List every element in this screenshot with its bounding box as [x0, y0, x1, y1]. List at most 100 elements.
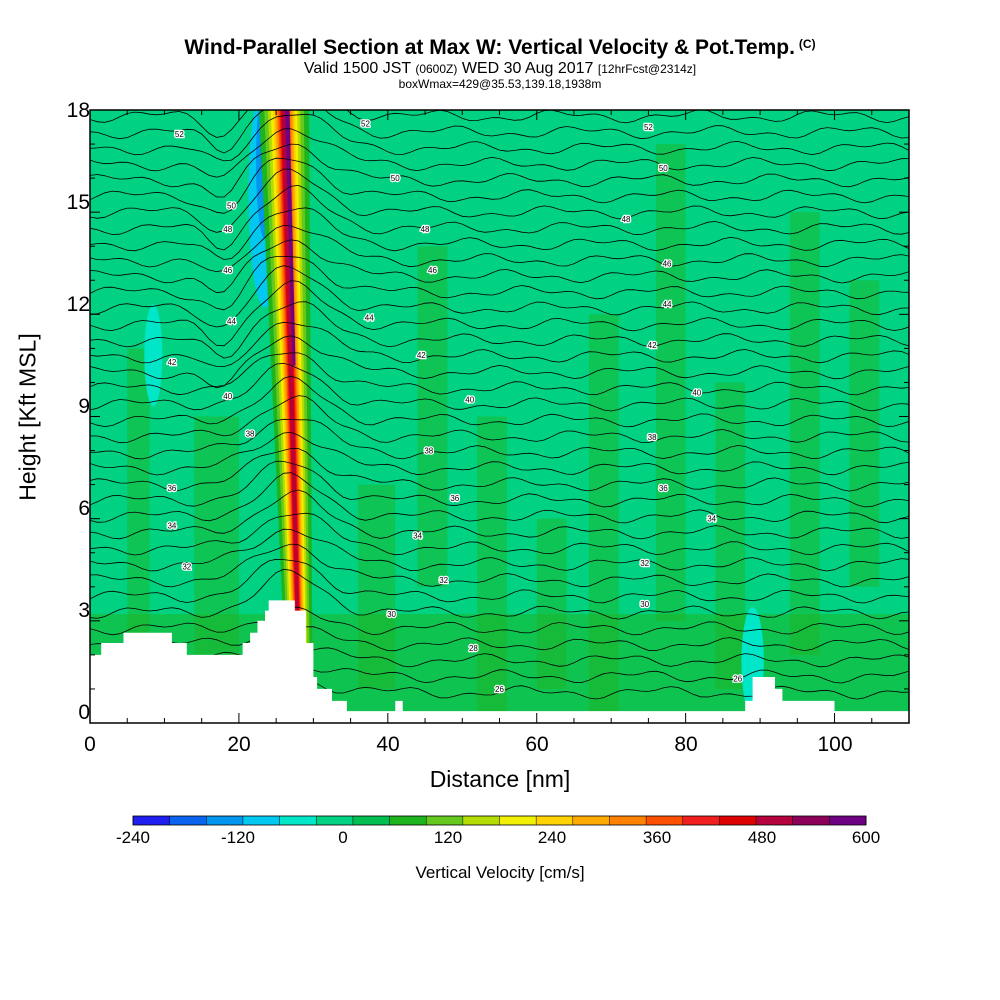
isentrope-label: 36 [450, 494, 459, 503]
isentrope-label: 34 [707, 515, 716, 524]
isentrope-line [90, 207, 909, 260]
isentrope-label: 50 [659, 164, 668, 173]
isentrope-label: 26 [495, 685, 504, 694]
colorbar-tick: 480 [747, 828, 777, 847]
isentrope-label: 30 [640, 600, 649, 609]
isentrope-line [90, 472, 909, 524]
isentrope-label: 46 [223, 266, 232, 275]
isentrope-label: 50 [227, 201, 236, 210]
y-tick-12: 12 [66, 293, 90, 316]
colorbar-tick: -120 [220, 828, 256, 847]
weak-ascent-band [849, 280, 880, 587]
velocity-field [90, 110, 909, 723]
isentrope-label: 34 [167, 521, 176, 530]
isentrope-line [90, 110, 909, 138]
isentrope-label: 42 [648, 341, 657, 350]
isentrope-line [90, 395, 909, 444]
valid-utc: (0600Z) [415, 62, 458, 76]
isentrope-label: 28 [469, 644, 478, 653]
isentropes [90, 110, 909, 700]
weak-ascent-band [789, 212, 820, 655]
valid-prefix: Valid 1500 JST [303, 60, 411, 77]
colorbar-swatch [609, 816, 647, 825]
colorbar-tick: 120 [433, 828, 463, 847]
isentrope-label: 38 [246, 430, 255, 439]
isentrope-line [90, 113, 909, 162]
isentrope-label: 26 [733, 675, 742, 684]
isentrope-line [90, 335, 909, 389]
y-tick-0: 0 [78, 701, 90, 724]
isentrope-label: 48 [223, 225, 232, 234]
updraft-peak [285, 110, 296, 366]
isentrope-line [90, 301, 909, 359]
terrain [90, 600, 909, 723]
isentrope-label: 40 [223, 392, 232, 401]
colorbar-tick: 0 [338, 828, 348, 847]
x-tick-0: 0 [84, 733, 96, 756]
isentrope-line [90, 239, 909, 294]
colorbar-swatch [426, 816, 464, 825]
isentrope-line [90, 543, 909, 588]
y-tick-3: 3 [78, 599, 90, 622]
terrain-profile [90, 600, 909, 723]
isentrope-line [90, 448, 909, 492]
chart-title-text: Wind-Parallel Section at Max W: Vertical… [184, 36, 795, 59]
isentrope-label: 34 [413, 532, 422, 541]
updraft-band-10 [281, 110, 300, 652]
y-tick-15: 15 [66, 191, 90, 214]
colorbar-tick: -240 [115, 828, 151, 847]
isentrope-label: 30 [387, 610, 396, 619]
isentrope-label: 40 [465, 395, 474, 404]
isentrope-label: 42 [417, 351, 426, 360]
isentrope-label: 38 [648, 433, 657, 442]
isentrope-label: 44 [365, 314, 374, 323]
isentrope-label: 36 [659, 484, 668, 493]
copyright-mark: (C) [798, 37, 816, 51]
valid-time-line: Valid 1500 JST (0600Z) WED 30 Aug 2017 [… [0, 60, 1000, 78]
isentrope-label: 38 [424, 447, 433, 456]
y-axis-label: Height [Kft MSL] [14, 333, 41, 501]
isentrope-label: 48 [622, 215, 631, 224]
isentrope-label: 42 [167, 358, 176, 367]
colorbar-label: Vertical Velocity [cm/s] [415, 863, 585, 882]
isentrope-label: 48 [421, 225, 430, 234]
isentrope-line [90, 528, 909, 572]
x-axis-label: Distance [nm] [429, 766, 571, 792]
isentrope-label: 44 [227, 317, 236, 326]
isentrope-line [90, 265, 909, 328]
isentrope-label: 32 [439, 576, 448, 585]
isentrope-label: 52 [361, 120, 370, 129]
isentrope-label: 40 [692, 389, 701, 398]
isentrope-line [90, 128, 909, 178]
colorbar-tick: 240 [537, 828, 567, 847]
colorbar-swatch [169, 816, 207, 825]
isentrope-line [90, 362, 909, 412]
isentrope-line [90, 558, 909, 604]
isentrope-line [90, 418, 909, 460]
isentrope-line [90, 184, 909, 251]
chart-title: Wind-Parallel Section at Max W: Vertical… [0, 36, 1000, 60]
isentrope-label: 46 [428, 266, 437, 275]
valid-date: WED 30 Aug 2017 [461, 60, 594, 77]
colorbar-swatch [462, 816, 500, 825]
isentrope-line [90, 157, 909, 214]
x-tick-60: 60 [525, 733, 549, 756]
x-tick-80: 80 [674, 733, 698, 756]
isentrope-label: 52 [644, 123, 653, 132]
isentrope-line [90, 352, 909, 396]
isentrope-label: 36 [167, 484, 176, 493]
isentrope-line [90, 375, 909, 428]
isentrope-label: 32 [182, 562, 191, 571]
colorbar-swatch [316, 816, 354, 825]
isentrope-label: 46 [663, 259, 672, 268]
colorbar-swatch [572, 816, 610, 825]
isentrope-line [90, 512, 909, 556]
downdraft-patch [144, 304, 163, 407]
isentrope-line [90, 606, 909, 636]
y-tick-9: 9 [78, 395, 90, 418]
isentrope-line [90, 256, 909, 311]
colorbar-swatch [389, 816, 427, 825]
colorbar-swatch [242, 816, 281, 825]
isentrope-line [90, 626, 909, 652]
